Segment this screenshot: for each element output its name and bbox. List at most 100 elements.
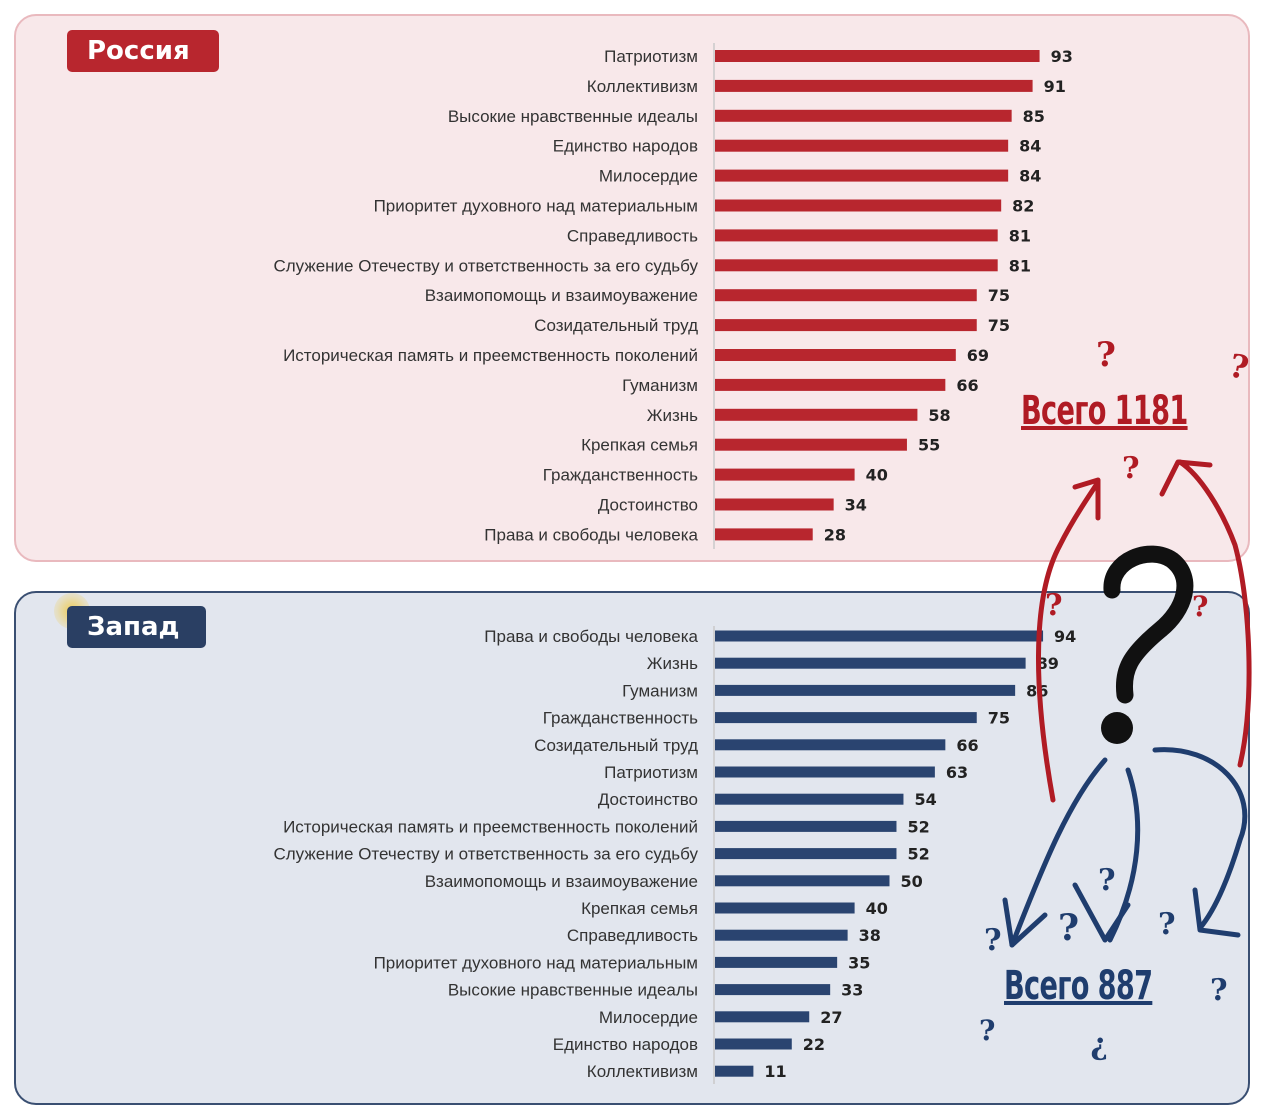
bar xyxy=(715,1011,810,1023)
russia-panel: Россия xyxy=(14,14,1250,562)
bar xyxy=(715,408,918,421)
russia-total-label: Всего 1181 xyxy=(1021,388,1188,434)
value-label: 86 xyxy=(1026,681,1048,700)
value-label: 89 xyxy=(1037,654,1059,673)
category-label: Приоритет духовного над материальным xyxy=(374,953,698,972)
bar xyxy=(715,319,977,332)
bar xyxy=(715,630,1044,642)
value-label: 54 xyxy=(914,790,936,809)
value-label: 50 xyxy=(901,872,923,891)
category-label: Взаимопомощь и взаимоуважение xyxy=(425,286,698,305)
category-label: Справедливость xyxy=(567,226,698,245)
value-label: 33 xyxy=(841,981,863,1000)
bar xyxy=(715,902,855,914)
category-label: Единство народов xyxy=(553,137,698,156)
category-label: Служение Отечеству и ответственность за … xyxy=(273,845,698,864)
category-label: Патриотизм xyxy=(604,763,698,782)
category-label: Жизнь xyxy=(647,406,698,425)
value-label: 84 xyxy=(1019,167,1041,186)
russia-badge: Россия xyxy=(67,30,219,72)
category-label: Гражданственность xyxy=(543,466,698,485)
value-label: 84 xyxy=(1019,137,1041,156)
bar xyxy=(715,50,1040,62)
category-label: Жизнь xyxy=(647,654,698,673)
value-label: 66 xyxy=(956,736,978,755)
bar xyxy=(715,712,977,724)
bar xyxy=(715,848,897,860)
category-label: Достоинство xyxy=(598,496,698,515)
category-label: Милосердие xyxy=(599,1008,698,1027)
bar xyxy=(715,875,890,887)
category-label: Права и свободы человека xyxy=(484,525,698,544)
value-label: 85 xyxy=(1023,107,1045,126)
category-label: Достоинство xyxy=(598,790,698,809)
bar xyxy=(715,793,904,805)
category-label: Права и свободы человека xyxy=(484,627,698,646)
value-label: 75 xyxy=(988,709,1010,728)
value-label: 66 xyxy=(956,376,978,395)
bar xyxy=(715,766,935,778)
value-label: 55 xyxy=(918,436,940,455)
bar xyxy=(715,109,1012,122)
bar xyxy=(715,349,956,361)
value-label: 40 xyxy=(866,899,888,918)
bar xyxy=(715,259,998,272)
bar xyxy=(715,468,855,481)
category-label: Патриотизм xyxy=(604,47,698,66)
west-total-label: Всего 887 xyxy=(1004,963,1153,1009)
value-label: 81 xyxy=(1009,226,1031,245)
value-label: 75 xyxy=(988,316,1010,335)
bar xyxy=(715,169,1009,182)
bar xyxy=(715,929,848,941)
category-label: Крепкая семья xyxy=(581,436,698,455)
value-label: 35 xyxy=(848,953,870,972)
value-label: 81 xyxy=(1009,256,1031,275)
bar xyxy=(715,199,1002,212)
value-label: 91 xyxy=(1044,77,1066,96)
value-label: 11 xyxy=(764,1062,786,1081)
category-label: Служение Отечеству и ответственность за … xyxy=(273,256,698,275)
bar xyxy=(715,438,907,451)
value-label: 69 xyxy=(967,346,989,365)
bar xyxy=(715,79,1033,92)
category-label: Гражданственность xyxy=(543,709,698,728)
value-label: 38 xyxy=(859,926,881,945)
category-label: Приоритет духовного над материальным xyxy=(374,197,698,216)
value-label: 34 xyxy=(845,496,867,515)
category-label: Крепкая семья xyxy=(581,899,698,918)
category-label: Коллективизм xyxy=(587,1062,698,1081)
bar xyxy=(715,739,946,751)
category-label: Историческая память и преемственность по… xyxy=(283,817,698,836)
bar xyxy=(715,139,1009,152)
value-label: 40 xyxy=(866,466,888,485)
category-label: Единство народов xyxy=(553,1035,698,1054)
category-label: Справедливость xyxy=(567,926,698,945)
bar xyxy=(715,984,831,996)
category-label: Созидательный труд xyxy=(534,316,698,335)
bar xyxy=(715,657,1026,669)
value-label: 63 xyxy=(946,763,968,782)
bar xyxy=(715,498,834,511)
bar xyxy=(715,528,813,541)
bar xyxy=(715,229,998,242)
category-label: Гуманизм xyxy=(622,681,698,700)
bar xyxy=(715,956,838,968)
value-label: 75 xyxy=(988,286,1010,305)
category-label: Высокие нравственные идеалы xyxy=(448,107,698,126)
bar xyxy=(715,1038,792,1050)
value-label: 82 xyxy=(1012,197,1034,216)
category-label: Милосердие xyxy=(599,167,698,186)
value-label: 93 xyxy=(1051,47,1073,66)
category-label: Историческая память и преемственность по… xyxy=(283,346,698,365)
category-label: Взаимопомощь и взаимоуважение xyxy=(425,872,698,891)
bar xyxy=(715,684,1016,696)
value-label: 22 xyxy=(803,1035,825,1054)
bar xyxy=(715,820,897,832)
bar xyxy=(715,289,977,302)
bar xyxy=(715,1065,754,1077)
value-label: 27 xyxy=(820,1008,842,1027)
value-label: 28 xyxy=(824,525,846,544)
value-label: 94 xyxy=(1054,627,1076,646)
category-label: Созидательный труд xyxy=(534,736,698,755)
